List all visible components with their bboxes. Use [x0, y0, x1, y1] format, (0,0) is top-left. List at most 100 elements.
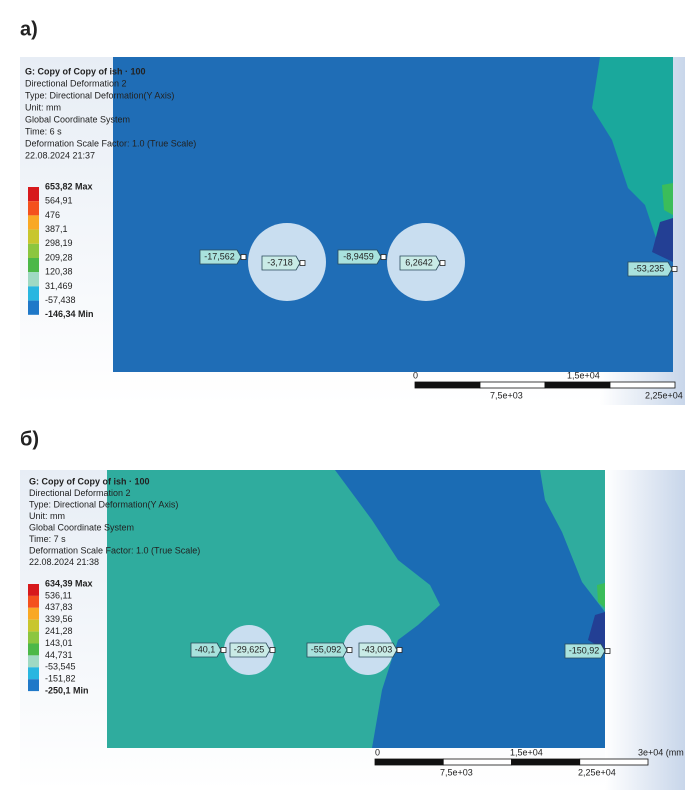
field-region — [597, 583, 605, 608]
scale-segment — [374, 758, 444, 766]
info-line: Deformation Scale Factor: 1.0 (True Scal… — [25, 138, 196, 148]
probe-label: -29,625 — [234, 644, 265, 654]
scale-segment — [579, 758, 649, 766]
legend-label: 143,01 — [45, 638, 73, 648]
scale-segment — [511, 758, 581, 766]
scale-segment — [609, 381, 676, 389]
legend-label: -151,82 — [45, 674, 76, 684]
probe-label: -17,562 — [204, 251, 235, 261]
probe-box — [627, 261, 673, 277]
probe-box — [229, 642, 271, 658]
legend-label: 209,28 — [45, 252, 73, 262]
legend-label: -57,438 — [45, 295, 76, 305]
probe-marker — [269, 647, 276, 653]
probe-marker — [380, 254, 387, 260]
legend-band — [28, 229, 39, 244]
field-region — [652, 218, 673, 262]
probe-box — [261, 255, 301, 271]
scale-label: 0 — [413, 370, 418, 380]
probe-label: -43,003 — [362, 644, 393, 654]
info-line: Deformation Scale Factor: 1.0 (True Scal… — [29, 545, 200, 555]
legend-label: 653,82 Max — [45, 181, 93, 191]
legend-band — [28, 584, 39, 596]
probe-box — [564, 643, 606, 659]
legend-band — [28, 595, 39, 608]
probe-box — [306, 642, 348, 658]
panel-b — [20, 470, 685, 790]
legend-label: 298,19 — [45, 238, 73, 248]
info-line: Type: Directional Deformation(Y Axis) — [29, 499, 178, 509]
legend-label: 241,28 — [45, 626, 73, 636]
scale-segment — [544, 381, 611, 389]
legend-band — [28, 631, 39, 644]
info-line: Time: 7 s — [29, 534, 66, 544]
field — [113, 57, 673, 372]
viewport — [605, 470, 685, 790]
scale-label: 7,5e+03 — [490, 390, 523, 400]
info-line: Type: Directional Deformation(Y Axis) — [25, 90, 174, 100]
legend-label: 339,56 — [45, 614, 73, 624]
legend-band — [28, 258, 39, 273]
legend-band — [28, 243, 39, 258]
scale-label: 7,5e+03 — [440, 767, 473, 777]
scale-label: 1,5e+04 — [567, 370, 600, 380]
probe-marker — [671, 266, 678, 272]
legend-band — [28, 272, 39, 287]
info-line: Global Coordinate System — [25, 114, 130, 124]
legend-band — [28, 215, 39, 230]
probe-marker — [299, 260, 306, 266]
probe-label: -55,092 — [311, 644, 342, 654]
info-line: Directional Deformation 2 — [25, 78, 127, 88]
info-title: G: Copy of Copy of ish · 100 — [29, 476, 150, 486]
probe-label: -53,235 — [634, 263, 665, 273]
legend-label: 536,11 — [45, 590, 72, 600]
field-region — [107, 470, 440, 748]
legend-band — [28, 643, 39, 656]
probe-marker — [220, 647, 227, 653]
info-line: Time: 6 s — [25, 126, 62, 136]
probe-box — [190, 642, 222, 658]
legend-band — [28, 667, 39, 680]
legend-band — [28, 187, 39, 202]
legend-label: 476 — [45, 210, 60, 220]
scale-segment — [442, 758, 512, 766]
info-line: Directional Deformation 2 — [29, 488, 131, 498]
legend-band — [28, 619, 39, 632]
probe-box — [358, 642, 398, 658]
probe-box — [337, 249, 382, 265]
probe-label: -8,9459 — [343, 251, 374, 261]
scale-label: 2,25e+04 — [645, 390, 683, 400]
info-title: G: Copy of Copy of ish · 100 — [25, 66, 146, 76]
info-line: 22.08.2024 21:37 — [25, 150, 95, 160]
field-region — [588, 612, 605, 650]
probe-box — [199, 249, 242, 265]
panel-label: б) — [20, 428, 39, 450]
legend-label: 31,469 — [45, 281, 73, 291]
info-line: Unit: mm — [25, 102, 61, 112]
legend-band — [28, 201, 39, 216]
legend-label: -146,34 Min — [45, 309, 94, 319]
panel-a — [20, 57, 685, 405]
probe-marker — [604, 648, 611, 654]
probe-label: -150,92 — [569, 645, 600, 655]
legend-label: -53,545 — [45, 662, 76, 672]
info-line: 22.08.2024 21:38 — [29, 557, 99, 567]
probe-marker — [396, 647, 403, 653]
info-line: Unit: mm — [29, 511, 65, 521]
legend-label: 387,1 — [45, 224, 68, 234]
field-region — [662, 183, 673, 215]
legend-label: 437,83 — [45, 602, 73, 612]
legend-band — [28, 607, 39, 620]
scale-segment — [479, 381, 546, 389]
panel-label: а) — [20, 18, 38, 40]
scale-segment — [414, 381, 481, 389]
legend-label: 634,39 Max — [45, 578, 93, 588]
scale-label: 2,25e+04 — [578, 767, 616, 777]
legend-band — [28, 655, 39, 668]
legend-band — [28, 679, 39, 692]
legend-label: 564,91 — [45, 196, 73, 206]
field-region — [592, 57, 673, 258]
probe-label: 6,2642 — [405, 257, 433, 267]
field-region — [540, 470, 605, 612]
